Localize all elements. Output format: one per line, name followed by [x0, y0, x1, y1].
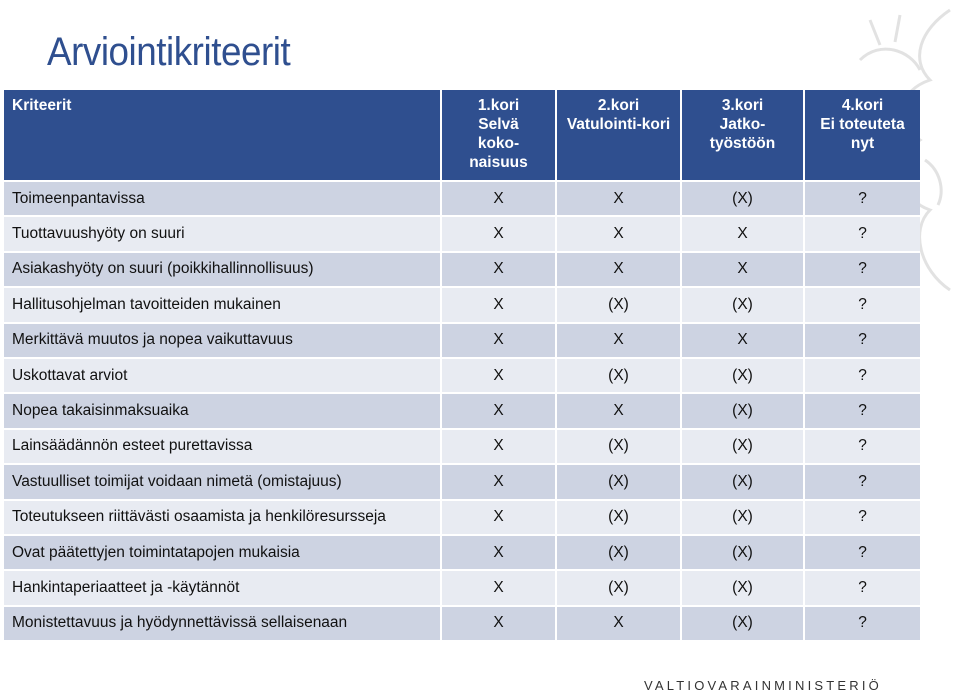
header-text: koko- — [477, 135, 520, 152]
header-text: 3.kori — [721, 97, 764, 114]
rating: ? — [805, 429, 920, 466]
rating: X — [442, 182, 557, 218]
rating: X — [442, 606, 557, 643]
header-cell: 3.kori Jatko-työstöön — [682, 90, 805, 182]
rating: X — [557, 606, 682, 643]
rating: X — [682, 217, 805, 253]
rating: X — [442, 500, 557, 536]
rating: (X) — [682, 182, 805, 218]
criterion: Ovat päätettyjen toimintatapojen mukaisi… — [4, 535, 442, 572]
criterion: Monistettavuus ja hyödynnettävissä sella… — [4, 606, 442, 643]
rating: (X) — [557, 500, 682, 536]
rating: X — [442, 535, 557, 572]
rating: ? — [805, 394, 920, 430]
criterion: Lainsäädännön esteet purettavissa — [4, 429, 442, 466]
rating: (X) — [682, 429, 805, 466]
header-cell: 2.kori Vatulointi-kori — [557, 90, 682, 182]
rating: ? — [805, 358, 920, 395]
rating: X — [682, 323, 805, 359]
rating: X — [557, 323, 682, 359]
rating: (X) — [682, 571, 805, 607]
rating: ? — [805, 323, 920, 359]
header-text: naisuus — [469, 154, 528, 171]
header-text: 2.kori — [597, 97, 640, 114]
rating: (X) — [682, 606, 805, 643]
rating: ? — [805, 535, 920, 572]
rating: ? — [805, 571, 920, 607]
header-text: Kriteerit — [12, 97, 72, 114]
header-text: 4.kori — [841, 97, 884, 114]
rating: X — [442, 252, 557, 289]
rating: (X) — [557, 288, 682, 324]
rating: ? — [805, 252, 920, 289]
rating: (X) — [557, 465, 682, 501]
rating: X — [442, 465, 557, 501]
rating: ? — [805, 288, 920, 324]
rating: (X) — [557, 571, 682, 607]
rating: X — [442, 571, 557, 607]
rating: X — [442, 217, 557, 253]
rating: X — [442, 394, 557, 430]
rating: X — [557, 394, 682, 430]
criterion: Hankintaperiaatteet ja -käytännöt — [4, 571, 442, 607]
header-text: Selvä — [478, 116, 519, 133]
rating: (X) — [557, 429, 682, 466]
header-cell: Kriteerit — [4, 90, 442, 182]
header-text: Ei toteuteta — [820, 116, 905, 133]
rating: (X) — [682, 394, 805, 430]
header-cell: 1.kori Selvä koko-naisuus — [442, 90, 557, 182]
header-text: 1.kori — [477, 97, 520, 114]
header-text: Vatulointi-kori — [566, 116, 671, 133]
header-text: Jatko- — [719, 116, 766, 133]
rating: ? — [805, 182, 920, 218]
footer-logo: VALTIOVARAINMINISTERIÖ — [644, 678, 882, 693]
header-text: nyt — [850, 135, 875, 152]
criterion: Merkittävä muutos ja nopea vaikuttavuus — [4, 323, 442, 359]
rating: (X) — [557, 535, 682, 572]
criterion: Uskottavat arviot — [4, 358, 442, 395]
rating: X — [442, 323, 557, 359]
criterion: Toteutukseen riittävästi osaamista ja he… — [4, 500, 442, 536]
rating: X — [557, 217, 682, 253]
rating: ? — [805, 606, 920, 643]
slide-title: Arviointikriteerit — [47, 30, 291, 74]
criterion: Hallitusohjelman tavoitteiden mukainen — [4, 288, 442, 324]
rating: (X) — [682, 535, 805, 572]
criterion: Tuottavuushyöty on suuri — [4, 217, 442, 253]
rating: (X) — [682, 465, 805, 501]
rating: ? — [805, 465, 920, 501]
table: Kriteerit 1.kori Selvä koko-naisuus 2.kori Va… — [4, 90, 920, 643]
rating: X — [442, 429, 557, 466]
rating: (X) — [682, 500, 805, 536]
header-text: työstöön — [709, 135, 776, 152]
rating: X — [682, 252, 805, 289]
criterion: Asiakashyöty on suuri (poikkihallinnolli… — [4, 252, 442, 289]
rating: (X) — [682, 358, 805, 395]
rating: X — [442, 358, 557, 395]
rating: ? — [805, 500, 920, 536]
criterion: Nopea takaisinmaksuaika — [4, 394, 442, 430]
rating: (X) — [682, 288, 805, 324]
rating: (X) — [557, 358, 682, 395]
header-cell: 4.kori Ei toteuteta nyt — [805, 90, 920, 182]
rating: ? — [805, 217, 920, 253]
rating: X — [557, 182, 682, 218]
rating: X — [557, 252, 682, 289]
rating: X — [442, 288, 557, 324]
criterion: Toimeenpantavissa — [4, 182, 442, 218]
criterion: Vastuulliset toimijat voidaan nimetä (om… — [4, 465, 442, 501]
